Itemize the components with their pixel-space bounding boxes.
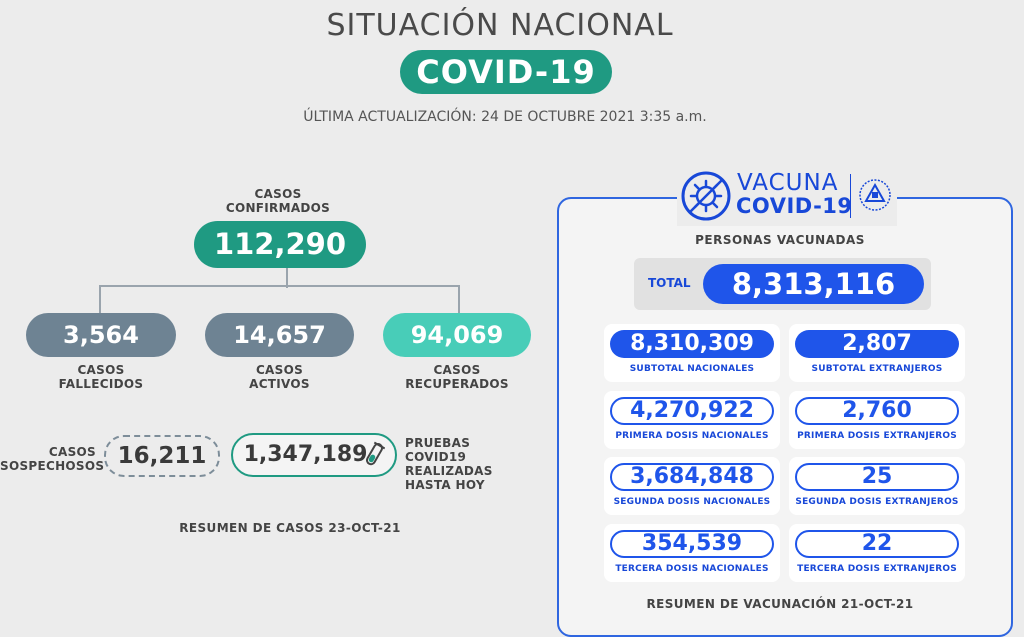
card-first-dose-foreign: 2,760 PRIMERA DOSIS EXTRANJEROS — [789, 391, 965, 449]
active-label: CASOS ACTIVOS — [205, 363, 354, 391]
card-value: 2,760 — [795, 397, 959, 425]
card-caption: PRIMERA DOSIS NACIONALES — [615, 431, 769, 441]
tests-label-line1: PRUEBAS COVID19 — [405, 436, 471, 464]
card-caption: TERCERA DOSIS EXTRANJEROS — [797, 564, 957, 574]
recovered-label-line1: CASOS — [433, 363, 481, 377]
deceased-label-line1: CASOS — [77, 363, 125, 377]
confirmed-label-line2: CONFIRMADOS — [225, 201, 331, 215]
vaccinated-persons-label: PERSONAS VACUNADAS — [695, 233, 865, 247]
active-value: 14,657 — [205, 313, 354, 357]
covid-badge: COVID-19 — [400, 50, 612, 94]
el-salvador-seal-icon — [859, 179, 891, 211]
card-value: 22 — [795, 530, 959, 558]
vaccination-summary-date: RESUMEN DE VACUNACIÓN 21-OCT-21 — [646, 597, 914, 611]
tests-box: 1,347,189 — [231, 433, 397, 477]
confirmed-label: CASOS CONFIRMADOS — [190, 187, 366, 215]
active-label-line1: CASOS — [255, 363, 304, 377]
card-third-dose-national: 354,539 TERCERA DOSIS NACIONALES — [604, 524, 780, 582]
card-subtotal-national: 8,310,309 SUBTOTAL NACIONALES — [604, 324, 780, 382]
suspected-value: 16,211 — [104, 435, 220, 477]
logo-divider — [850, 174, 851, 218]
card-value: 3,684,848 — [610, 463, 774, 491]
confirmed-label-line1: CASOS — [254, 187, 302, 201]
suspected-label-line1: CASOS — [48, 445, 96, 459]
virus-crossed-icon — [681, 171, 731, 221]
card-caption: PRIMERA DOSIS EXTRANJEROS — [797, 431, 957, 441]
confirmed-value: 112,290 — [194, 221, 366, 268]
recovered-label-line2: RECUPERADOS — [405, 377, 509, 391]
tests-value: 1,347,189 — [243, 442, 368, 467]
cases-summary-date: RESUMEN DE CASOS 23-OCT-21 — [179, 521, 401, 535]
card-third-dose-foreign: 22 TERCERA DOSIS EXTRANJEROS — [789, 524, 965, 582]
card-value: 2,807 — [795, 330, 959, 358]
connector-line — [458, 285, 460, 315]
card-caption: SUBTOTAL EXTRANJEROS — [811, 364, 943, 374]
card-second-dose-foreign: 25 SEGUNDA DOSIS EXTRANJEROS — [789, 457, 965, 515]
card-value: 4,270,922 — [610, 397, 774, 425]
recovered-value: 94,069 — [383, 313, 531, 357]
vaccine-logo-word2: COVID-19 — [736, 194, 853, 218]
card-first-dose-national: 4,270,922 PRIMERA DOSIS NACIONALES — [604, 391, 780, 449]
card-caption: SEGUNDA DOSIS NACIONALES — [613, 497, 771, 507]
deceased-label: CASOS FALLECIDOS — [26, 363, 176, 391]
connector-line — [99, 285, 460, 287]
deceased-value: 3,564 — [26, 313, 176, 357]
card-subtotal-foreign: 2,807 SUBTOTAL EXTRANJEROS — [789, 324, 965, 382]
recovered-label: CASOS RECUPERADOS — [383, 363, 531, 391]
card-value: 8,310,309 — [610, 330, 774, 358]
tests-label-line2: REALIZADAS — [405, 464, 493, 478]
last-update-text: ÚLTIMA ACTUALIZACIÓN: 24 DE OCTUBRE 2021… — [303, 109, 707, 125]
total-value: 8,313,116 — [703, 264, 924, 304]
card-second-dose-national: 3,684,848 SEGUNDA DOSIS NACIONALES — [604, 457, 780, 515]
card-caption: SEGUNDA DOSIS EXTRANJEROS — [795, 497, 959, 507]
active-label-line2: ACTIVOS — [249, 377, 310, 391]
card-caption: SUBTOTAL NACIONALES — [629, 364, 755, 374]
suspected-label: CASOS SOSPECHOSOS — [0, 445, 105, 473]
vaccine-logo-word1: VACUNA — [737, 170, 839, 196]
card-value: 25 — [795, 463, 959, 491]
card-caption: TERCERA DOSIS NACIONALES — [615, 564, 769, 574]
card-value: 354,539 — [610, 530, 774, 558]
test-tube-icon — [366, 441, 385, 466]
page-title: SITUACIÓN NACIONAL — [326, 8, 674, 43]
tests-label: PRUEBAS COVID19 REALIZADAS HASTA HOY — [405, 436, 535, 492]
total-label: TOTAL — [648, 276, 691, 290]
connector-line — [99, 285, 101, 315]
deceased-label-line2: FALLECIDOS — [58, 377, 144, 391]
connector-line — [286, 268, 288, 288]
tests-label-line3: HASTA HOY — [405, 478, 485, 492]
suspected-label-line2: SOSPECHOSOS — [0, 459, 105, 473]
